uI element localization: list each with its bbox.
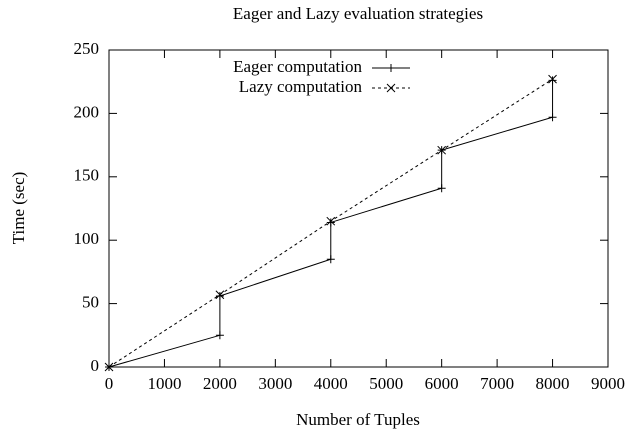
point <box>104 362 114 372</box>
y-tick-label: 150 <box>74 166 100 185</box>
y-tick-label: 0 <box>91 356 100 375</box>
point <box>437 184 446 193</box>
x-tick-label: 1000 <box>147 374 181 393</box>
legend-label: Eager computation <box>233 57 362 76</box>
chart-title: Eager and Lazy evaluation strategies <box>233 4 483 23</box>
x-axis-label: Number of Tuples <box>296 410 420 429</box>
x-tick-label: 9000 <box>591 374 625 393</box>
x-tick-label: 3000 <box>258 374 292 393</box>
x-tick-label: 4000 <box>314 374 348 393</box>
point <box>548 76 557 85</box>
x-tick-label: 6000 <box>425 374 459 393</box>
point <box>326 255 335 264</box>
legend-marker <box>386 83 396 93</box>
legend-label: Lazy computation <box>239 77 363 96</box>
x-tick-label: 7000 <box>480 374 514 393</box>
legend-marker <box>387 64 395 72</box>
plot-frame <box>108 49 609 368</box>
x-tick-label: 8000 <box>536 374 570 393</box>
point <box>437 145 447 155</box>
point <box>326 216 336 226</box>
y-tick-label: 100 <box>74 229 100 248</box>
point <box>215 291 224 300</box>
point <box>215 290 225 300</box>
y-tick-label: 50 <box>82 293 99 312</box>
x-tick-label: 2000 <box>203 374 237 393</box>
y-tick-label: 250 <box>74 39 100 58</box>
point <box>326 218 335 227</box>
x-tick-label: 0 <box>105 374 114 393</box>
point <box>215 331 224 340</box>
point <box>548 74 557 84</box>
y-axis-label: Time (sec) <box>9 172 28 245</box>
x-tick-label: 5000 <box>369 374 403 393</box>
y-tick-label: 200 <box>74 102 100 121</box>
point <box>548 113 557 122</box>
